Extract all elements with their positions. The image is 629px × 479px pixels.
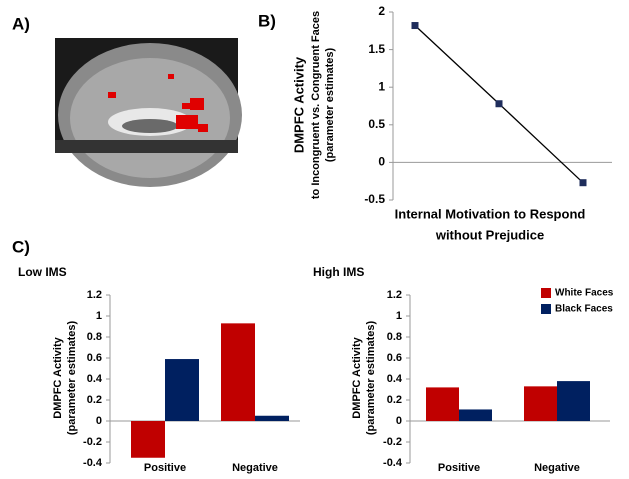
legend-swatch [541, 288, 551, 298]
bar [459, 409, 492, 421]
y-tick-label: -0.5 [364, 192, 385, 206]
y-tick-label: 1 [96, 310, 102, 322]
x-tick-label: Positive [144, 462, 186, 474]
panel-label: A) [12, 14, 30, 33]
legend-label: White Faces [555, 288, 614, 299]
y-tick-label: 1.5 [368, 42, 385, 56]
marker [580, 179, 587, 186]
y-tick-label: 0.8 [87, 331, 102, 343]
y-tick-label: 0 [96, 415, 102, 427]
x-tick-label: Positive [438, 462, 480, 474]
y-tick-label: 0.2 [387, 394, 402, 406]
x-axis-label: Internal Motivation to Respond [395, 206, 586, 221]
bar [221, 323, 255, 421]
y-axis-label: (parameter estimates) [365, 321, 377, 436]
bar [165, 359, 199, 421]
bar [255, 416, 289, 421]
legend-label: Black Faces [555, 304, 613, 315]
marker [412, 22, 419, 29]
y-tick-label: 0.2 [87, 394, 102, 406]
bar [426, 387, 459, 421]
y-axis-label: (parameter estimates) [324, 48, 336, 163]
y-tick-label: 0.6 [87, 352, 102, 364]
panel-label: C) [12, 237, 30, 256]
y-tick-label: -0.2 [83, 436, 102, 448]
brain-image [55, 38, 242, 187]
x-tick-label: Negative [232, 462, 278, 474]
y-tick-label: 1 [396, 310, 402, 322]
y-axis-label: DMPFC Activity [291, 56, 306, 153]
y-tick-label: -0.4 [83, 457, 103, 469]
y-tick-label: 0.8 [387, 331, 402, 343]
y-tick-label: 0 [378, 155, 385, 169]
y-tick-label: 0.6 [387, 352, 402, 364]
y-tick-label: 0.5 [368, 117, 385, 131]
chart-title: Low IMS [18, 265, 67, 279]
y-tick-label: -0.2 [383, 436, 402, 448]
y-axis-label: (parameter estimates) [66, 321, 78, 436]
y-tick-label: 0 [396, 415, 402, 427]
y-tick-label: 1.2 [387, 289, 402, 301]
x-tick-label: Negative [534, 462, 580, 474]
panel-label: B) [258, 11, 276, 30]
bar [557, 381, 590, 421]
legend-swatch [541, 304, 551, 314]
y-tick-label: 0.4 [387, 373, 403, 385]
y-tick-label: 1 [378, 79, 385, 93]
marker [496, 100, 503, 107]
bar [524, 386, 557, 421]
y-tick-label: 0.4 [87, 373, 103, 385]
y-axis-label: DMPFC Activity [351, 336, 363, 418]
y-tick-label: 2 [378, 4, 385, 18]
y-axis-label: to Incongruent vs. Congruent Faces [310, 11, 322, 199]
chart-title: High IMS [313, 265, 364, 279]
figure: A) B) C) -0.5 0 0.5 1 1.5 2 DMPFC Activity to I… [0, 0, 629, 479]
y-axis-label: DMPFC Activity [52, 336, 64, 418]
bar [131, 421, 165, 458]
x-axis-label: without Prejudice [435, 227, 544, 242]
y-tick-label: -0.4 [383, 457, 403, 469]
y-tick-label: 1.2 [87, 289, 102, 301]
